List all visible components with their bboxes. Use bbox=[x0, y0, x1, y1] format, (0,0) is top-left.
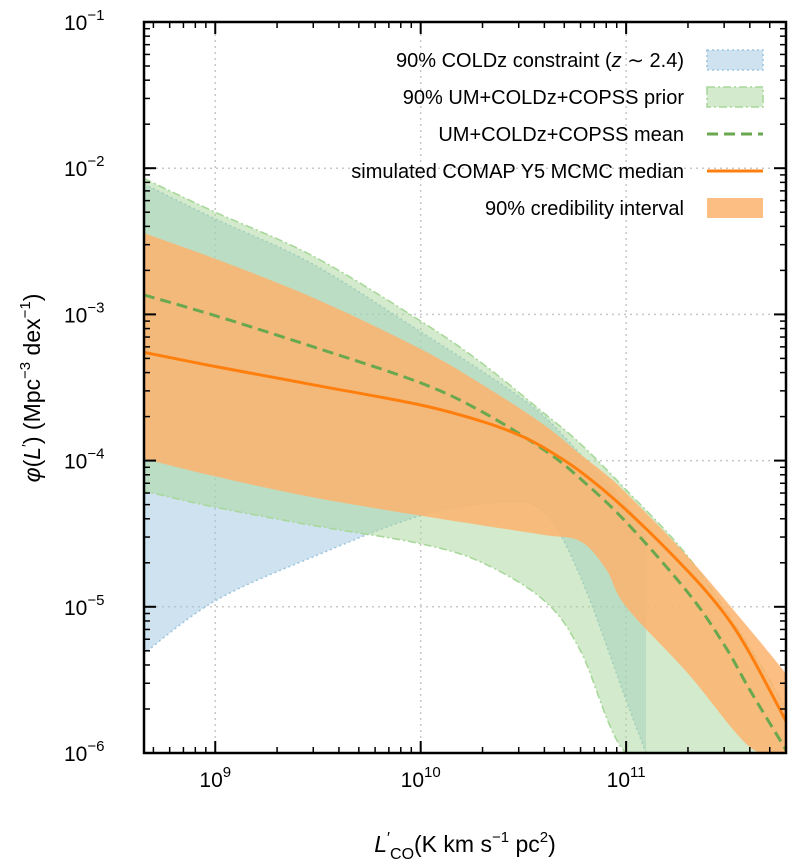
plot-frame bbox=[142, 20, 788, 755]
x-axis-label: L′CO(K km s−1 pc2) bbox=[374, 829, 556, 863]
legend-swatch-coldz bbox=[706, 49, 764, 71]
mean-line bbox=[144, 293, 786, 751]
y-tick-label: 10−6 bbox=[64, 738, 104, 766]
band-layer bbox=[144, 177, 786, 753]
x-tick-label: 109 bbox=[199, 764, 231, 792]
legend-label-coldz: 90% COLDz constraint (z ∼ 2.4) bbox=[396, 50, 684, 72]
y-tick-label: 10−2 bbox=[64, 153, 104, 181]
legend-label-median: simulated COMAP Y5 MCMC median bbox=[351, 161, 684, 183]
y-axis-label: φ(L′) (Mpc−3 dex−1) bbox=[17, 294, 45, 483]
legend-label-ci: 90% credibility interval bbox=[485, 198, 684, 220]
ci-band bbox=[144, 233, 786, 753]
legend-label-mean: UM+COLDz+COPSS mean bbox=[438, 124, 684, 146]
y-tick-label: 10−5 bbox=[64, 592, 104, 620]
legend-swatch-ci bbox=[707, 198, 763, 218]
legend-label-prior: 90% UM+COLDz+COPSS prior bbox=[403, 87, 685, 109]
x-tick-label: 1010 bbox=[401, 764, 441, 792]
y-tick-label: 10−1 bbox=[64, 7, 104, 35]
median-line bbox=[144, 350, 786, 722]
line-layer bbox=[144, 293, 786, 751]
y-tick-label: 10−3 bbox=[64, 299, 104, 327]
legend-swatch-prior bbox=[706, 86, 764, 108]
legend: 90% COLDz constraint (z ∼ 2.4) 90% UM+COL… bbox=[351, 49, 764, 220]
x-tick-label: 1011 bbox=[607, 764, 646, 792]
y-tick-label: 10−4 bbox=[64, 446, 104, 474]
